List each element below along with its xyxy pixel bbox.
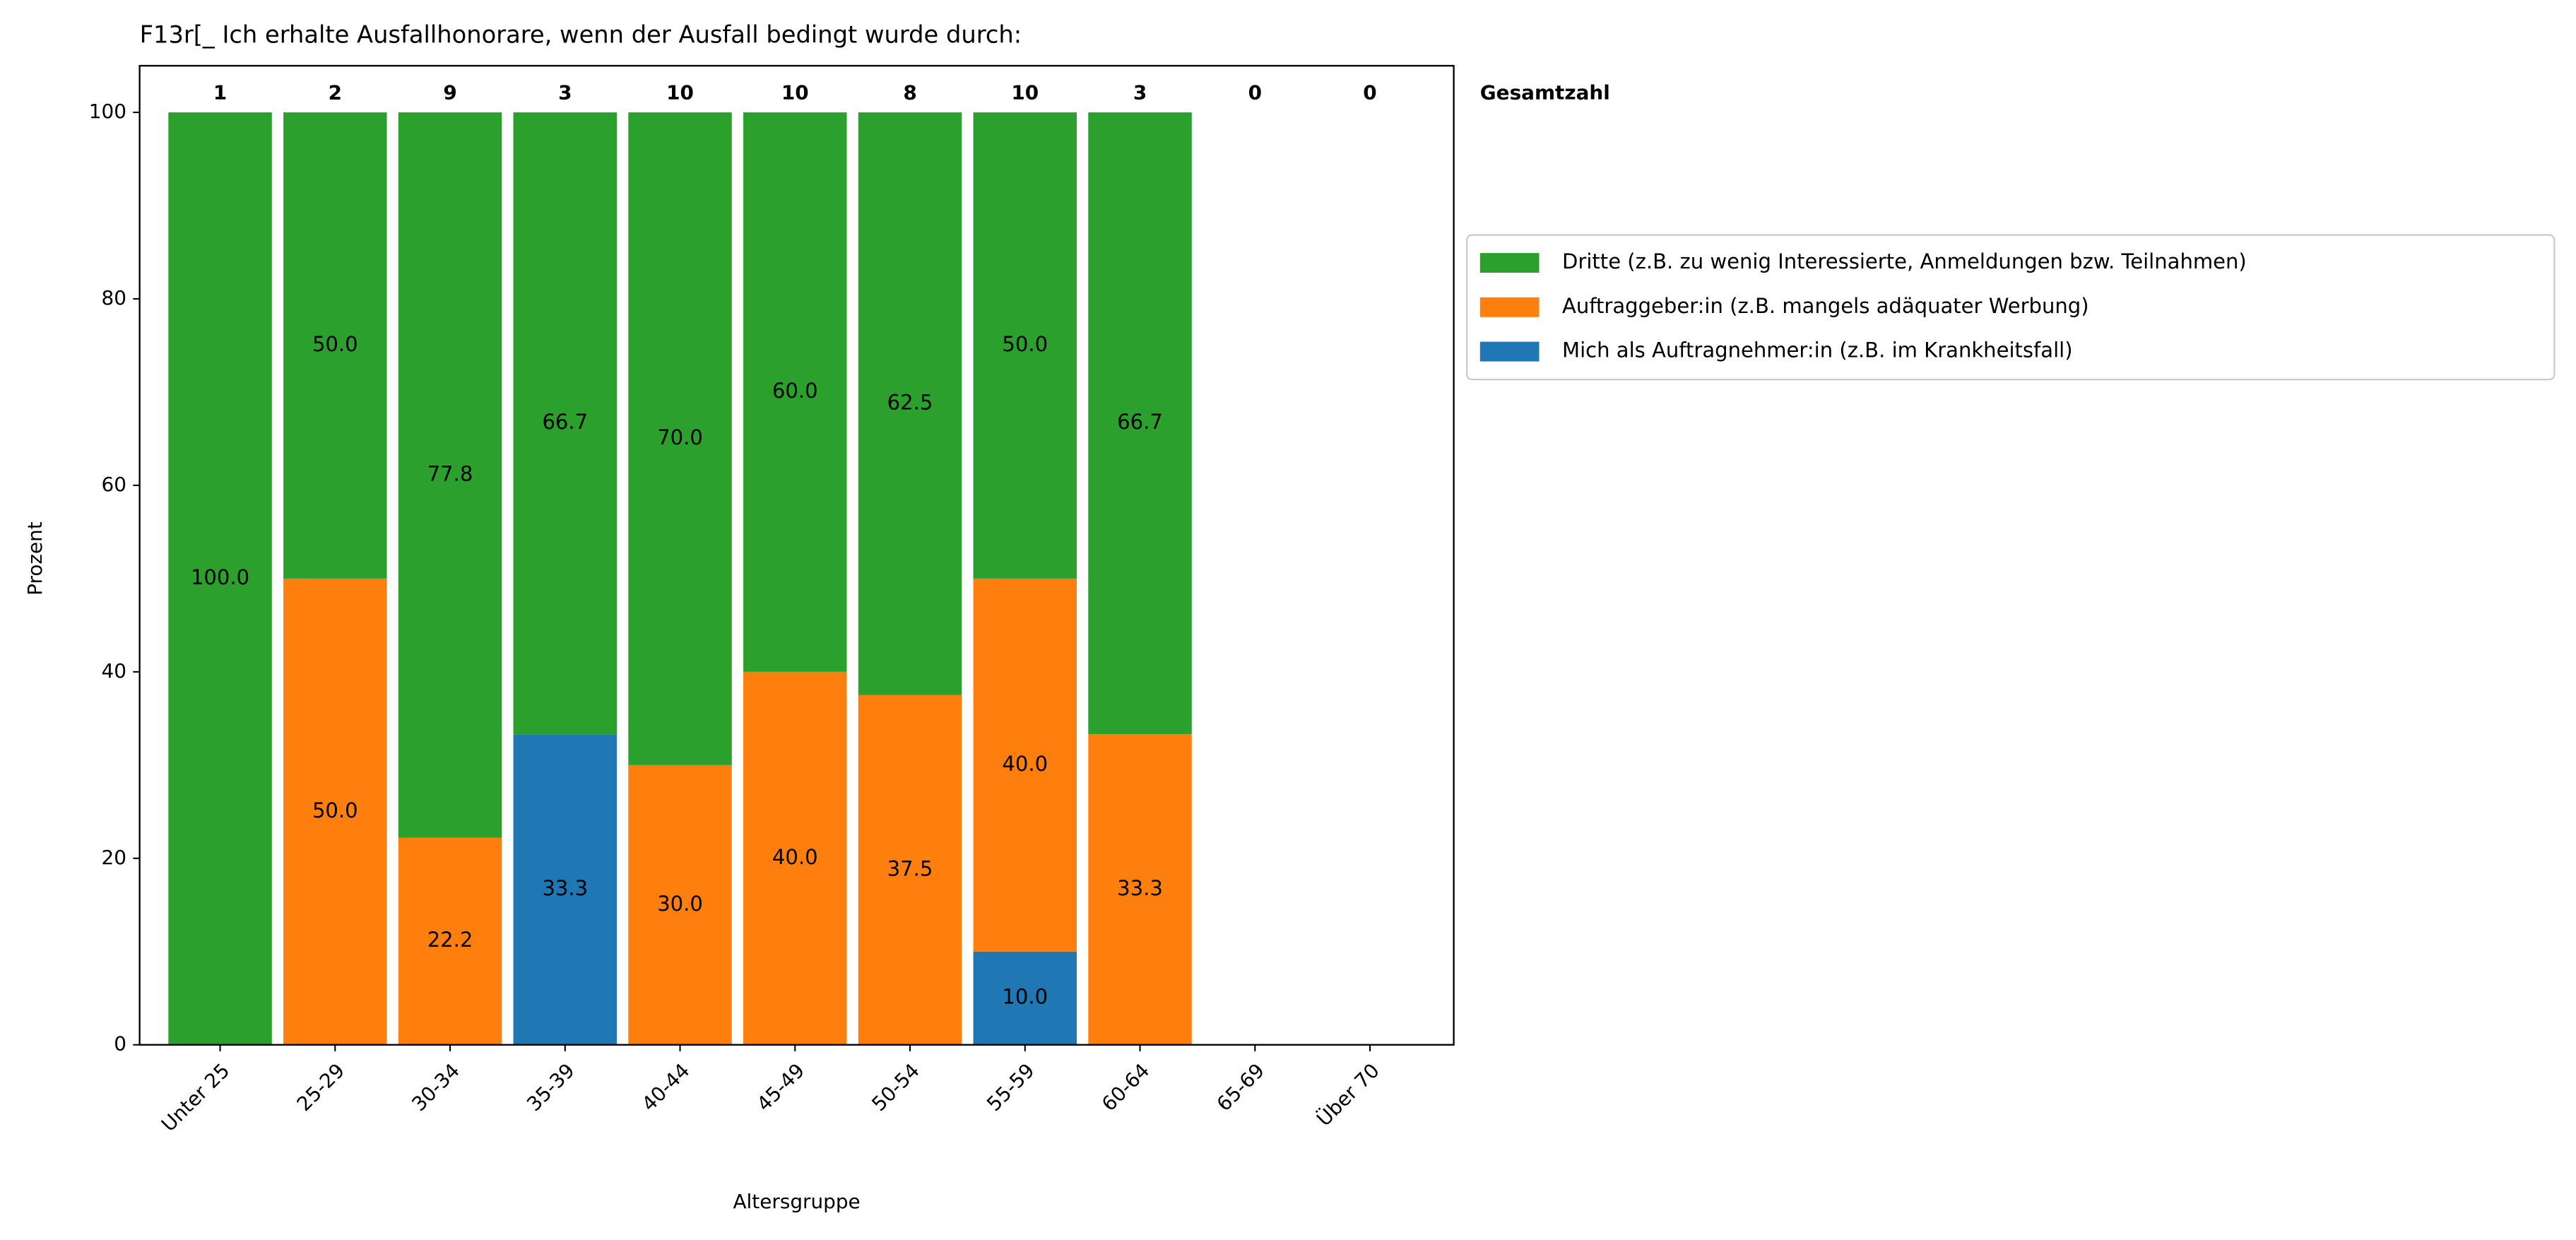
value-label: 77.8 — [427, 461, 473, 485]
y-axis-label: Prozent — [23, 521, 47, 596]
total-label: 3 — [558, 81, 572, 105]
bar-segment — [628, 764, 732, 1045]
legend-label: Dritte (z.B. zu wenig Interessierte, Anm… — [1562, 249, 2247, 273]
bar-segment — [168, 112, 272, 1045]
value-label: 100.0 — [191, 565, 249, 589]
y-tick-label: 100 — [89, 100, 126, 123]
total-label: 3 — [1133, 81, 1147, 105]
totals-label: Gesamtzahl — [1480, 81, 1610, 105]
value-label: 33.3 — [1117, 876, 1163, 900]
bar-segment — [743, 112, 847, 672]
bar-segment — [513, 112, 618, 735]
value-label: 62.5 — [887, 390, 933, 414]
value-label: 40.0 — [1002, 752, 1048, 776]
chart-title: F13r[_ Ich erhalte Ausfallhonorare, wenn… — [140, 21, 1022, 49]
bar-segment — [858, 112, 962, 695]
value-label: 33.3 — [542, 876, 588, 900]
total-label: 1 — [213, 81, 227, 105]
bar-segment — [973, 578, 1077, 952]
x-tick-label: 55-59 — [982, 1059, 1039, 1116]
legend-swatch — [1479, 341, 1540, 362]
total-label: 10 — [1011, 81, 1039, 105]
bar-segment — [743, 671, 847, 1045]
value-label: 30.0 — [657, 892, 703, 916]
bar-segment — [283, 578, 387, 1045]
bar-segment — [398, 112, 502, 838]
value-label: 50.0 — [312, 332, 358, 356]
x-tick-label: 40-44 — [637, 1059, 695, 1116]
value-label: 37.5 — [887, 856, 933, 880]
value-label: 40.0 — [772, 845, 818, 869]
x-tick-label: 25-29 — [293, 1059, 350, 1116]
legend-label: Mich als Auftragnehmer:in (z.B. im Krank… — [1562, 338, 2073, 362]
bar-segment — [1088, 734, 1192, 1045]
bar-segment — [398, 837, 502, 1045]
x-tick-label: 60-64 — [1097, 1059, 1154, 1116]
x-tick-label: 65-69 — [1212, 1059, 1270, 1116]
legend-box — [1466, 234, 2556, 381]
total-label: 2 — [329, 81, 342, 105]
value-label: 66.7 — [542, 410, 588, 434]
x-tick-label: 50-54 — [867, 1059, 924, 1116]
bar-segment — [628, 112, 732, 765]
bar-segment — [513, 734, 618, 1045]
bar-segment — [1088, 112, 1192, 735]
x-tick-label: Unter 25 — [157, 1059, 235, 1137]
bar-segment — [283, 112, 387, 579]
bar-segment — [973, 951, 1077, 1045]
bar-segment — [973, 112, 1077, 579]
x-tick-label: 30-34 — [407, 1059, 464, 1116]
y-tick-label: 60 — [102, 473, 126, 496]
total-label: 10 — [666, 81, 694, 105]
value-label: 10.0 — [1002, 985, 1048, 1009]
legend-label: Auftraggeber:in (z.B. mangels adäquater … — [1562, 294, 2089, 318]
x-tick-label: 35-39 — [522, 1059, 579, 1116]
y-tick-label: 40 — [102, 659, 126, 683]
value-label: 66.7 — [1117, 410, 1163, 434]
value-label: 60.0 — [772, 379, 818, 403]
value-label: 70.0 — [657, 425, 703, 449]
value-label: 22.2 — [427, 928, 473, 952]
y-tick-label: 0 — [114, 1032, 126, 1056]
legend-swatch — [1479, 297, 1540, 317]
total-label: 0 — [1248, 81, 1262, 105]
value-label: 50.0 — [1002, 332, 1048, 356]
total-label: 8 — [903, 81, 916, 105]
value-label: 50.0 — [312, 798, 358, 822]
y-tick-label: 20 — [102, 846, 126, 869]
y-tick-label: 80 — [102, 286, 126, 309]
legend-swatch — [1479, 253, 1540, 273]
total-label: 10 — [781, 81, 809, 105]
x-axis-label: Altersgruppe — [733, 1190, 860, 1213]
total-label: 0 — [1363, 81, 1376, 105]
plot-frame — [138, 64, 1455, 1046]
x-tick-label: 45-49 — [752, 1059, 810, 1116]
total-label: 9 — [443, 81, 456, 105]
bar-segment — [858, 695, 962, 1045]
x-tick-label: Über 70 — [1311, 1058, 1384, 1131]
